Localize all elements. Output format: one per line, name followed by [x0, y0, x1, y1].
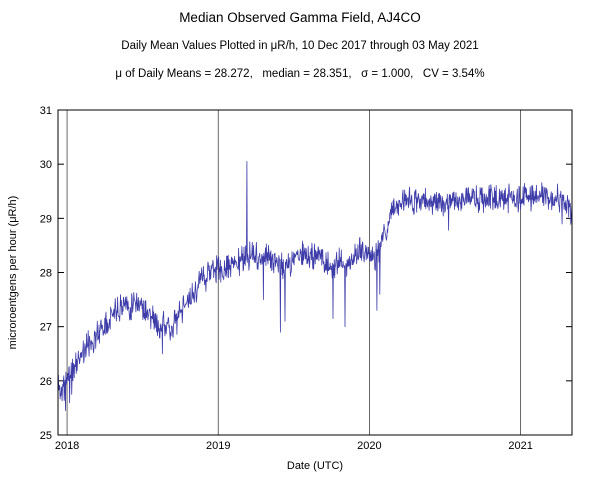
svg-text:2020: 2020 — [357, 440, 381, 452]
chart-title: Median Observed Gamma Field, AJ4CO — [179, 10, 421, 25]
svg-text:27: 27 — [40, 322, 52, 334]
svg-text:Date (UTC): Date (UTC) — [287, 460, 343, 472]
svg-text:31: 31 — [40, 105, 52, 117]
time-series-plot: 2018 2019 2020 2021 25 26 27 28 29 30 31 Date (UTC)… — [7, 105, 573, 472]
svg-text:microroentgens per hour (μR/h): microroentgens per hour (μR/h) — [7, 196, 19, 350]
svg-text:25: 25 — [40, 430, 52, 442]
svg-text:28: 28 — [40, 268, 52, 280]
chart-stats-line: μ of Daily Means = 28.272, median = 28.3… — [115, 68, 485, 80]
svg-text:30: 30 — [40, 159, 52, 171]
svg-text:26: 26 — [40, 376, 52, 388]
svg-text:2018: 2018 — [55, 440, 79, 452]
svg-text:2021: 2021 — [508, 440, 532, 452]
chart-subtitle: Daily Mean Values Plotted in μR/h, 10 De… — [121, 40, 479, 52]
svg-text:29: 29 — [40, 213, 52, 225]
svg-text:2019: 2019 — [206, 440, 230, 452]
